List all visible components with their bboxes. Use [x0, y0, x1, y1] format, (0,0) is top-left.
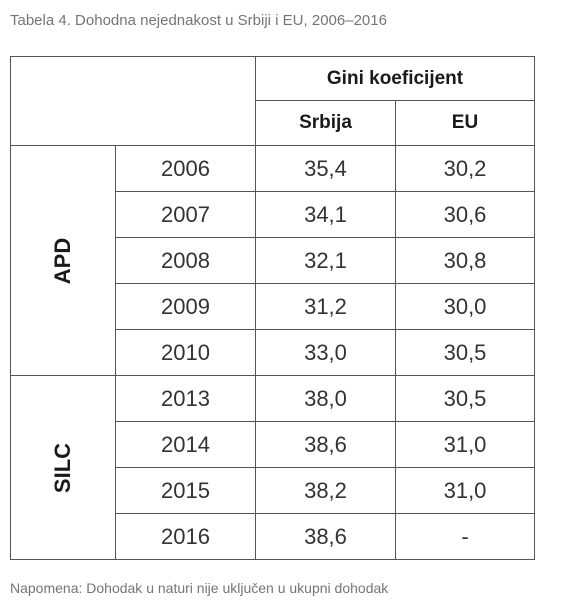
year-cell: 2016	[115, 513, 256, 560]
table-row: SILC 2013 38,0 30,5	[10, 375, 536, 560]
srbija-cell: 38,6	[255, 421, 396, 468]
eu-cell: 31,0	[394, 421, 536, 468]
year-cell: 2010	[115, 329, 256, 376]
table-row: APD 2006 35,4 30,2	[10, 145, 536, 376]
srbija-cell: 33,0	[255, 329, 396, 376]
srbija-cell: 35,4	[255, 145, 396, 192]
table-caption: Tabela 4. Dohodna nejednakost u Srbiji i…	[10, 12, 387, 29]
srbija-cell: 38,0	[255, 375, 396, 422]
group-label-text: SILC	[50, 442, 75, 493]
col-header-srbija: Srbija	[255, 100, 396, 146]
table-row: 2016 38,6 -	[11, 513, 536, 560]
table-row: 2008 32,1 30,8	[11, 237, 536, 284]
year-cell: 2007	[115, 191, 256, 238]
eu-cell: -	[394, 513, 536, 560]
table-row: 2009 31,2 30,0	[11, 283, 536, 330]
eu-cell: 30,6	[394, 191, 536, 238]
eu-cell: 30,8	[394, 237, 536, 284]
eu-cell: 30,0	[394, 283, 536, 330]
srbija-cell: 38,6	[255, 513, 396, 560]
group-label-silc: SILC	[10, 375, 116, 560]
table-row: 2014 38,6 31,0	[11, 421, 536, 468]
year-cell: 2015	[115, 467, 256, 514]
group-label-text: APD	[49, 237, 75, 284]
header-row-2: Srbija EU	[11, 100, 536, 146]
year-cell: 2008	[115, 237, 256, 284]
year-cell: 2009	[115, 283, 256, 330]
eu-cell: 30,5	[394, 329, 536, 376]
header-row-1: Gini koeficijent	[10, 56, 536, 146]
table-row: 2010 33,0 30,5	[11, 329, 536, 376]
table-row: 2015 38,2 31,0	[11, 467, 536, 514]
srbija-cell: 31,2	[255, 283, 396, 330]
col-header-eu: EU	[394, 100, 536, 146]
empty-corner-cell	[10, 56, 256, 146]
eu-cell: 31,0	[394, 467, 536, 514]
year-cell: 2014	[115, 421, 256, 468]
eu-cell: 30,2	[394, 145, 536, 192]
year-cell: 2006	[115, 145, 256, 192]
srbija-cell: 32,1	[255, 237, 396, 284]
gini-header: Gini koeficijent	[254, 56, 536, 101]
srbija-cell: 38,2	[255, 467, 396, 514]
srbija-cell: 34,1	[255, 191, 396, 238]
gini-table: Gini koeficijent Srbija EU APD 2006 35,4…	[10, 56, 536, 560]
table-note: Napomena: Dohodak u naturi nije uključen…	[10, 580, 389, 596]
year-cell: 2013	[115, 375, 256, 422]
table-row: 2007 34,1 30,6	[11, 191, 536, 238]
eu-cell: 30,5	[394, 375, 536, 422]
group-label-apd: APD	[10, 145, 116, 376]
